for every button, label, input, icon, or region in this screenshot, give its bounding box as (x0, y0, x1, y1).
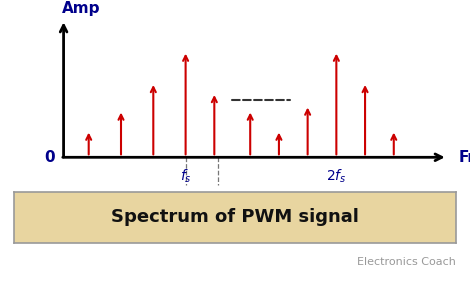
Text: Freq: Freq (458, 150, 470, 165)
Text: $f_s - f_m$: $f_s - f_m$ (112, 195, 151, 211)
Text: Amp: Amp (62, 1, 100, 16)
Text: Electronics Coach: Electronics Coach (357, 257, 456, 267)
Text: Spectrum of PWM signal: Spectrum of PWM signal (111, 208, 359, 226)
Text: $2f_s$: $2f_s$ (326, 167, 347, 185)
Text: $f_s$: $f_s$ (180, 167, 191, 185)
Text: $f_s + f_m$: $f_s + f_m$ (198, 195, 237, 211)
Text: 0: 0 (44, 150, 55, 165)
